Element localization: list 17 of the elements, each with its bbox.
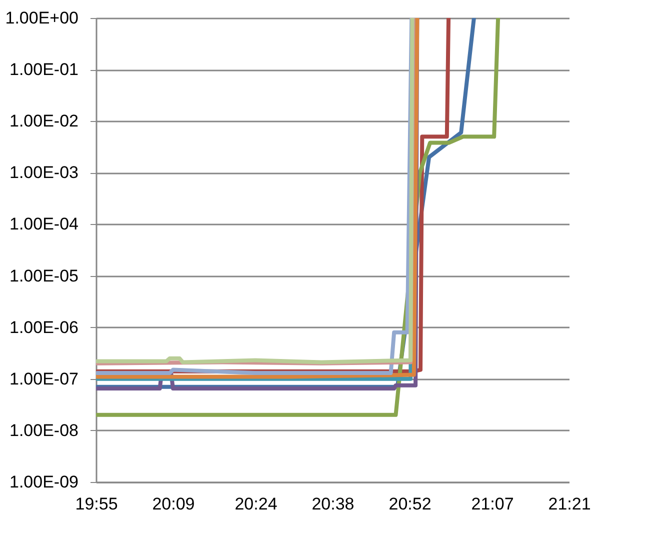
y-tick-label: 1.00E-05: [10, 266, 78, 286]
x-tick-label: 20:24: [234, 494, 278, 514]
y-tick-label: 1.00E-03: [10, 163, 78, 182]
y-tick-label: 1.00E-04: [10, 214, 78, 234]
y-tick-label: 1.00E-08: [10, 420, 78, 440]
x-tick-label: 21:07: [471, 494, 514, 514]
y-tick-label: 1.00E-02: [10, 112, 78, 131]
y-tick-label: 1.00E+00: [5, 8, 78, 28]
y-tick-label: 1.00E-09: [10, 472, 78, 492]
y-tick-label: 1.00E-01: [10, 60, 78, 80]
x-tick-label: 19:55: [75, 494, 118, 514]
x-tick-label: 20:38: [312, 494, 354, 514]
y-tick-label: 1.00E-07: [10, 369, 78, 388]
x-tick-label: 20:09: [152, 494, 195, 514]
y-tick-label: 1.00E-06: [10, 318, 78, 337]
x-tick-label: 21:21: [548, 494, 591, 514]
x-tick-label: 20:52: [388, 494, 432, 514]
